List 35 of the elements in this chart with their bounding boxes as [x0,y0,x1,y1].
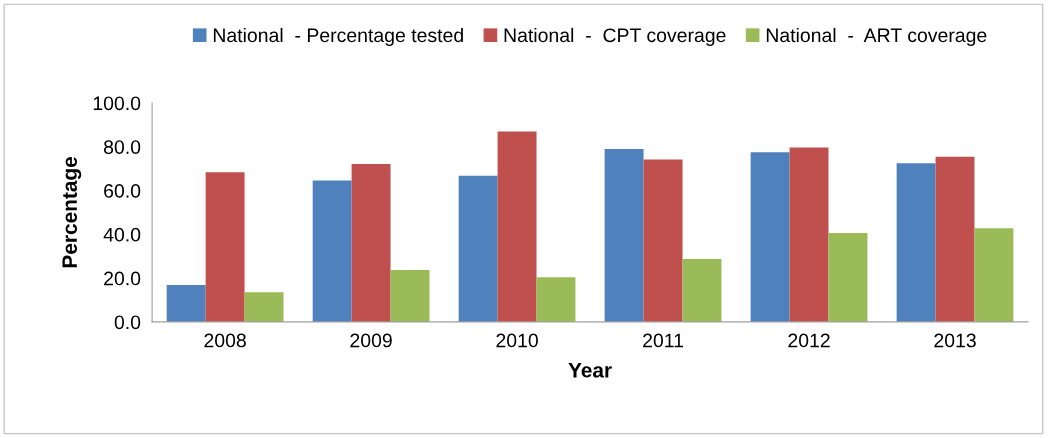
legend-label: National - ART coverage [766,27,987,47]
bar [682,259,722,322]
x-axis-title: Year [568,363,612,378]
bar [390,270,430,322]
bar [935,156,975,322]
legend-label: National - CPT coverage [504,27,726,47]
y-tick-label: 40.0 [103,227,141,242]
x-tick-label: 2012 [788,333,830,348]
bar [750,152,790,322]
bar [643,159,683,322]
bar [974,228,1014,322]
bar [828,233,868,322]
x-tick-label: 2011 [643,333,684,348]
x-tick-label: 2009 [350,333,392,348]
x-tick-label: 2013 [934,333,976,348]
bar [497,131,537,322]
bar [244,292,284,322]
bar [896,163,936,322]
y-tick-label: 0.0 [114,315,141,330]
y-tick-label: 60.0 [104,184,141,198]
y-tick-label: 20.0 [104,271,141,286]
bar [458,175,498,322]
bar [205,172,245,322]
bar [536,277,576,322]
y-tick-label: 100.0 [93,96,141,111]
y-tick-label: 80.0 [104,140,141,154]
bar [604,148,644,322]
x-tick-label: 2010 [496,333,538,348]
x-tick-label: 2008 [204,333,246,348]
bar [166,284,206,322]
legend-label: National - Percentage tested [213,27,463,47]
y-axis-title: Percentage [62,156,82,268]
bar [351,164,391,322]
bar [312,180,352,322]
bar [789,147,829,322]
